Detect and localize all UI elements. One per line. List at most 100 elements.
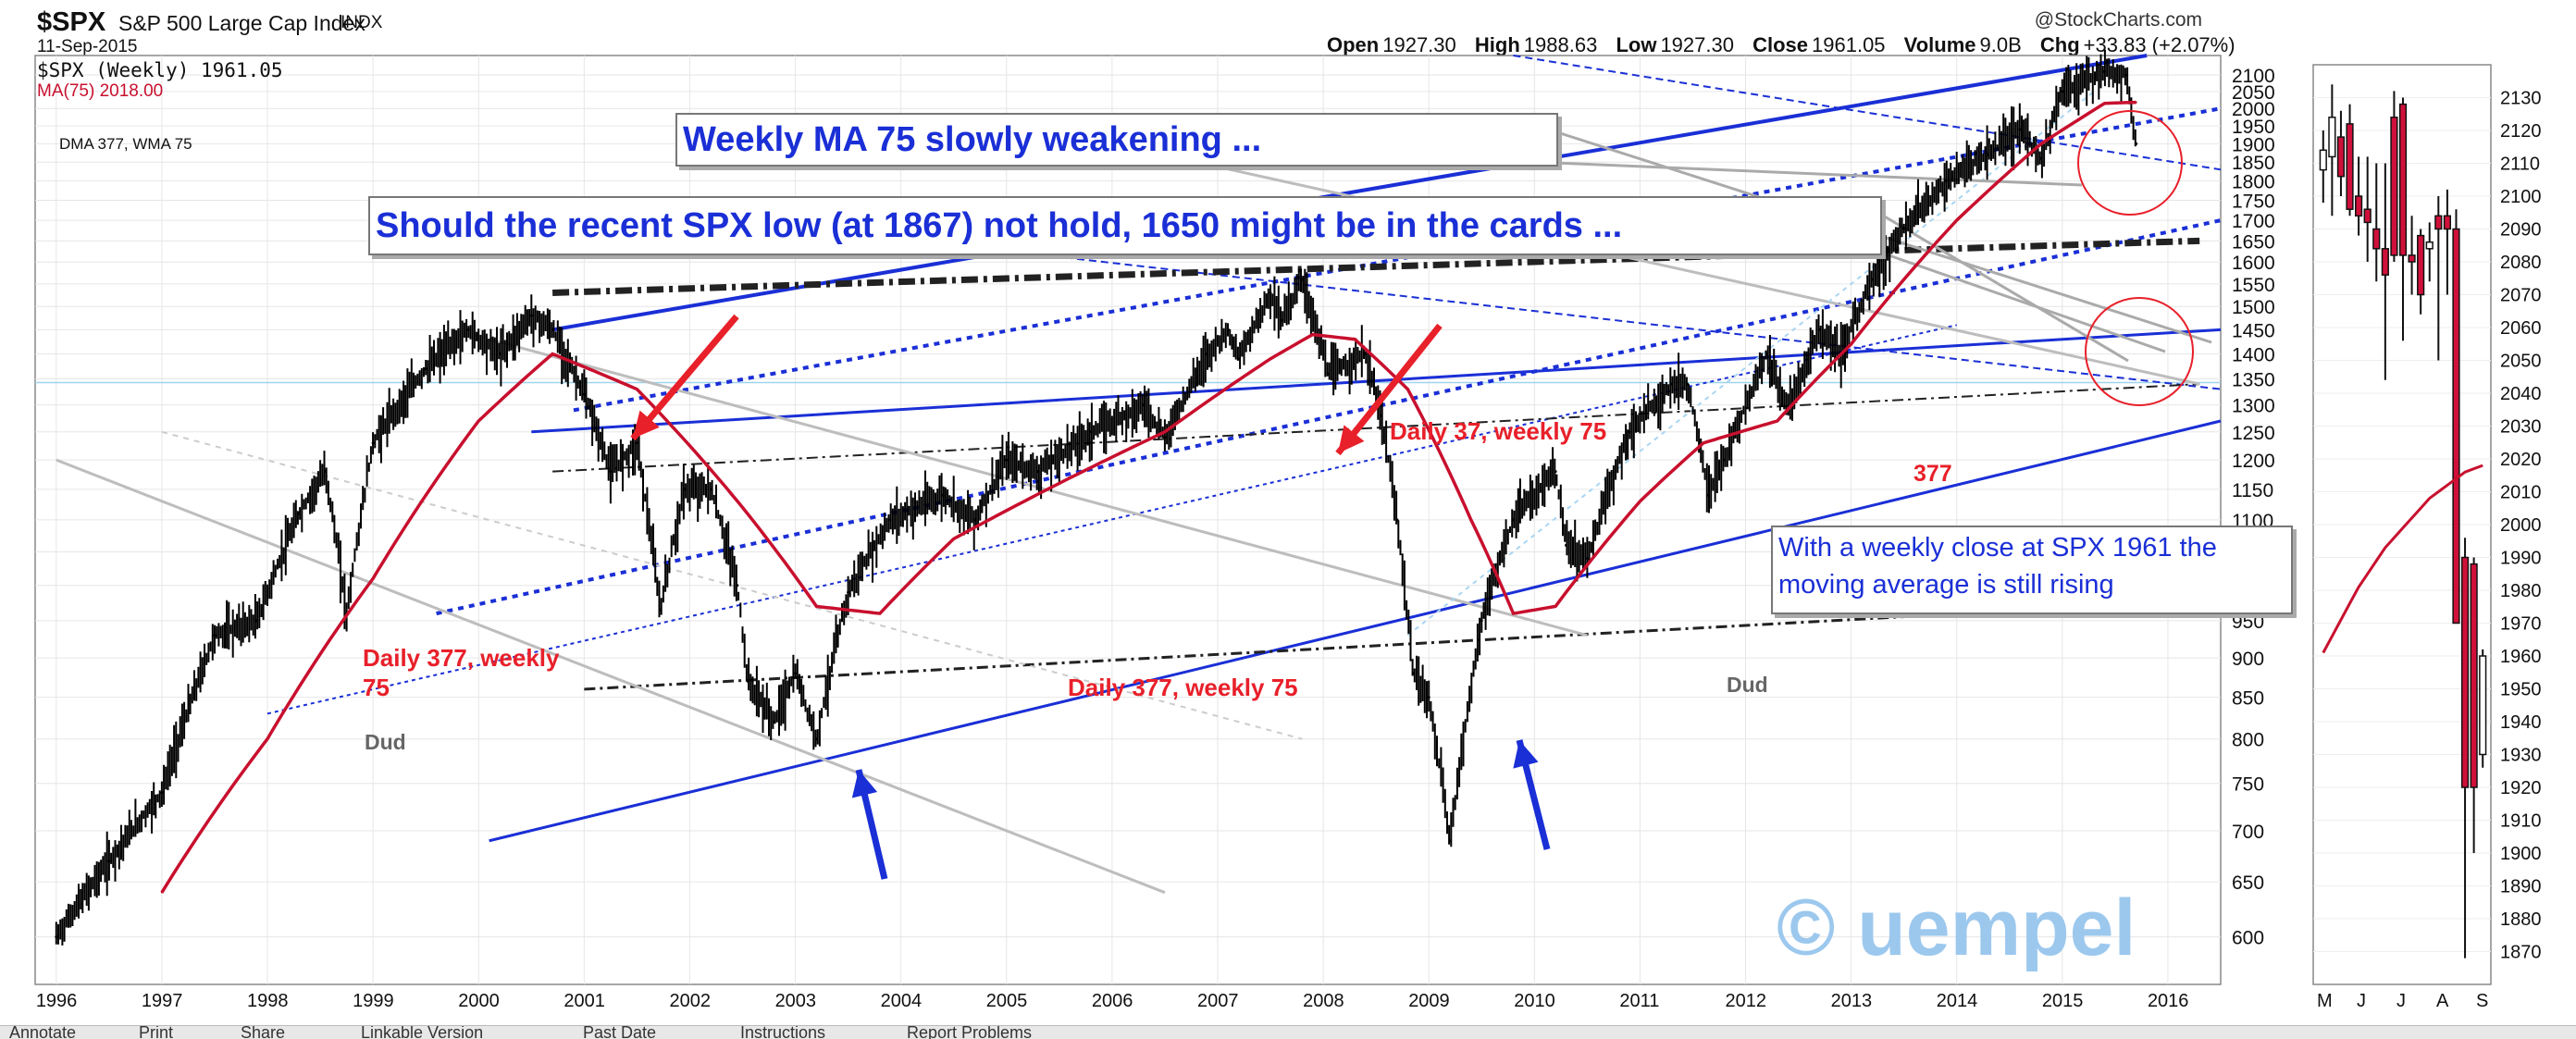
- x-tick-label: 2011: [1619, 991, 1659, 1011]
- circle-target-1650: [2085, 297, 2194, 406]
- price-point: [107, 860, 111, 863]
- callout-weekly-close-line2: moving average is still rising: [1778, 570, 2114, 600]
- footer-print-link[interactable]: Print: [139, 1025, 174, 1039]
- x-tick-label: 2005: [986, 991, 1028, 1011]
- callout-weekly-close-line1: With a weekly close at SPX 1961 the: [1778, 533, 2217, 563]
- callout-leader-4: [1877, 211, 2129, 363]
- inset-y-tick-label: 2010: [2500, 483, 2542, 503]
- callout-leader-3: [1877, 250, 2166, 353]
- trendline-blue-dotted-2: [436, 218, 2222, 616]
- label-layer: Daily 37, weekly 75 Daily 377, weekly 75…: [363, 417, 2136, 972]
- footer-linkable-version-link[interactable]: Linkable Version: [361, 1025, 484, 1039]
- price-point: [1670, 382, 1674, 386]
- low-label: Low: [1616, 33, 1657, 56]
- label-daily377-a: Daily 377, weekly: [363, 644, 560, 672]
- price-point: [371, 441, 375, 445]
- y-tick-label: 1300: [2232, 396, 2275, 417]
- y-tick-label: 1250: [2232, 423, 2275, 444]
- inset-candle-body: [2381, 248, 2389, 276]
- inset-x-tick-label: J: [2357, 991, 2366, 1011]
- footer-report-problems-link[interactable]: Report Problems: [907, 1025, 1033, 1039]
- x-tick-label: 2008: [1303, 991, 1344, 1011]
- high-value: 1988.63: [1523, 33, 1598, 56]
- x-tick-label: 2013: [1831, 991, 1873, 1011]
- y-tick-label: 750: [2232, 774, 2264, 796]
- callout-weekly-close: With a weekly close at SPX 1961 the movi…: [1771, 526, 2293, 614]
- open-label: Open: [1327, 33, 1380, 56]
- label-daily377-a2: 75: [363, 674, 390, 701]
- trendline-blue-dotted-1: [573, 106, 2222, 413]
- inset-y-tick-label: 2070: [2500, 286, 2542, 306]
- price-point: [1300, 278, 1304, 281]
- y-tick-label: 1650: [2232, 231, 2275, 253]
- inset-y-tick-label: 2080: [2500, 253, 2542, 273]
- inset-candle-body: [2398, 103, 2408, 256]
- y-tick-label: 700: [2232, 822, 2264, 843]
- inset-y-tick-label: 1870: [2500, 943, 2542, 963]
- price-point: [55, 935, 58, 939]
- x-tick-label: 1997: [142, 991, 183, 1011]
- price-point: [551, 328, 554, 331]
- ma75-point: [160, 891, 163, 894]
- footer-instructions-link[interactable]: Instructions: [740, 1025, 826, 1039]
- price-point: [941, 493, 945, 497]
- circle-recent-high: [2077, 110, 2183, 216]
- blue-arrow-2009: [1513, 739, 1551, 850]
- y-tick-label: 2000: [2232, 99, 2275, 120]
- ticker-symbol: $SPX: [37, 7, 106, 37]
- callout-weekly-ma-text: Weekly MA 75 slowly weakening ...: [683, 120, 1262, 159]
- y-tick-label: 1450: [2232, 320, 2275, 341]
- inset-candle-body: [2425, 241, 2434, 250]
- price-point: [2124, 73, 2127, 77]
- trendline-blue-lower: [531, 328, 2222, 434]
- footer-annotate-link[interactable]: Annotate: [9, 1025, 77, 1039]
- red-arrow-2000: [630, 314, 739, 441]
- ma75-point: [952, 538, 955, 540]
- inset-candle-body: [2328, 117, 2336, 158]
- y-tick-label: 1800: [2232, 172, 2275, 193]
- y-tick-label: 900: [2232, 649, 2264, 670]
- y-tick-label: 1500: [2232, 297, 2275, 318]
- y-tick-label: 1700: [2232, 211, 2275, 232]
- price-point: [746, 679, 749, 683]
- y-tick-label: 2050: [2232, 82, 2275, 104]
- y-tick-label: 800: [2232, 730, 2264, 751]
- inset-x-tick-label: A: [2436, 991, 2449, 1011]
- x-tick-label: 2009: [1408, 991, 1450, 1011]
- price-point: [683, 488, 687, 491]
- price-point: [1565, 543, 1568, 547]
- inset-y-tick-label: 1960: [2500, 647, 2542, 667]
- ma75-point: [1269, 357, 1272, 360]
- price-point: [1723, 458, 1727, 462]
- inset-x-tick-label: M: [2317, 991, 2333, 1011]
- price-point: [635, 441, 638, 445]
- ma75-point: [1406, 388, 1409, 390]
- y-tick-label: 1150: [2232, 480, 2273, 501]
- trendline-blue-upper: [551, 54, 2148, 332]
- inset-candle-body: [2452, 228, 2460, 625]
- inset-candle-body: [2443, 215, 2451, 230]
- inset-y-tick-label: 2130: [2500, 89, 2542, 109]
- price-point: [1686, 382, 1690, 386]
- x-tick-label: 2004: [881, 991, 923, 1011]
- price-point: [1765, 353, 1768, 356]
- inset-y-tick-label: 1930: [2500, 746, 2542, 766]
- trendline-blue-base: [489, 419, 2222, 843]
- ma75-point: [878, 612, 881, 615]
- footer-past-date-link[interactable]: Past Date: [583, 1025, 657, 1039]
- price-point: [1817, 328, 1821, 331]
- price-point: [1089, 430, 1093, 434]
- price-point: [324, 470, 328, 474]
- inset-y-tick-label: 2040: [2500, 384, 2542, 404]
- close-label: Close: [1752, 33, 1809, 56]
- marker-layer: [630, 110, 2194, 880]
- footer-toolbar: Annotate Print Share Linkable Version Pa…: [0, 1025, 2576, 1039]
- inset-x-tick-label: S: [2476, 991, 2488, 1011]
- high-label: High: [1474, 33, 1520, 56]
- chg-label: Chg: [2039, 33, 2080, 56]
- price-point: [1005, 458, 1009, 462]
- y-tick-label: 600: [2232, 928, 2264, 949]
- y-tick-label: 1750: [2232, 192, 2275, 213]
- inset-chart: 1870 1880 1890 1900 1910 1920 1930 1940 1950 1960…: [2312, 64, 2542, 1011]
- footer-share-link[interactable]: Share: [241, 1025, 286, 1039]
